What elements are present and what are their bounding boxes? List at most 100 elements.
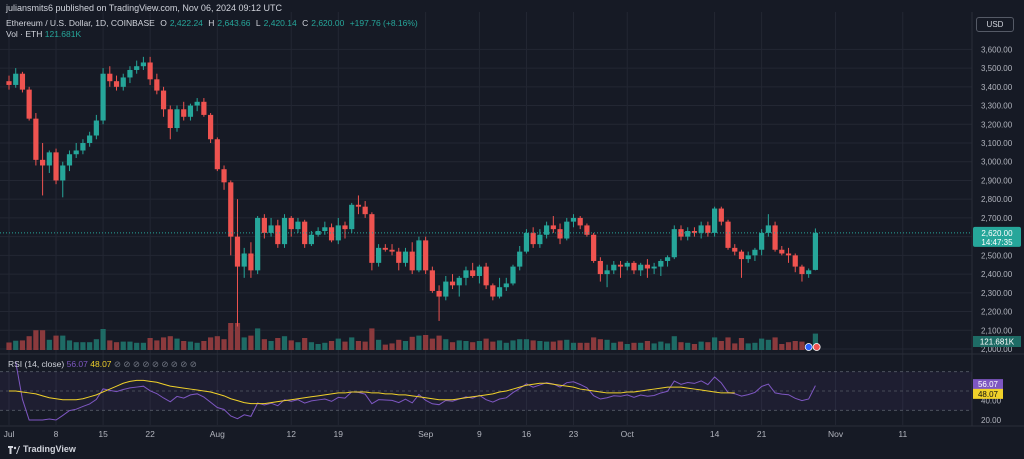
time-axis-tick: 19 (334, 429, 344, 439)
candle-body (342, 225, 348, 230)
candle (255, 216, 261, 275)
time-axis-tick: 11 (898, 429, 907, 439)
candle (785, 247, 792, 263)
volume-bar (93, 339, 99, 350)
candle (705, 221, 711, 237)
candle-body (140, 62, 146, 67)
price-axis-tick: 3,400.00 (981, 83, 1013, 92)
volume-bar (678, 342, 684, 350)
rsi-settings-icons[interactable]: ⊘ ⊘ ⊘ ⊘ ⊘ ⊘ ⊘ ⊘ ⊘ (113, 359, 197, 369)
ohlc-legend: Ethereum / U.S. Dollar, 1D, COINBASE O 2,… (6, 18, 421, 28)
candle-body (470, 270, 476, 276)
candle-body (73, 150, 79, 155)
high-value: 2,643.66 (217, 18, 251, 28)
candle-body (154, 79, 160, 91)
close-value: 2,620.00 (311, 18, 345, 28)
volume-bar (449, 342, 456, 350)
rsi-line (15, 361, 816, 421)
candle-body (570, 217, 577, 222)
publisher-line: juliansmits6 published on TradingView.co… (6, 3, 282, 13)
footer-brand-label: TradingView (23, 444, 76, 454)
volume-bar (691, 344, 698, 350)
volume-bar (369, 328, 375, 350)
candle-body (624, 262, 630, 267)
candle-body (268, 225, 274, 233)
candle-body (503, 283, 509, 288)
candle-body (107, 73, 113, 82)
volume-bar (470, 342, 476, 350)
candle (658, 259, 664, 276)
candle-body (53, 152, 59, 181)
candle-body (6, 81, 12, 85)
candle (564, 217, 570, 241)
volume-bar (376, 339, 382, 350)
candle-body (664, 257, 671, 261)
volume-bar (611, 342, 617, 350)
volume-bar (194, 342, 200, 350)
time-axis-tick: Sep (418, 429, 433, 439)
symbol-name[interactable]: Ethereum / U.S. Dollar, 1D, COINBASE (6, 18, 155, 28)
volume-bar (40, 330, 46, 350)
volume-bar (402, 341, 409, 350)
price-axis-tick: 2,500.00 (981, 251, 1013, 260)
candle-body (537, 234, 543, 245)
candle (604, 264, 610, 288)
candle (644, 259, 650, 278)
candle-body (429, 270, 435, 291)
rsi-value: 56.07 (66, 359, 88, 369)
volume-bar (100, 329, 106, 350)
candle (268, 217, 274, 237)
rsi-label[interactable]: RSI (14, close) (8, 359, 65, 369)
volume-bar (389, 343, 395, 350)
candle-body (288, 217, 294, 230)
volume-bar (127, 341, 133, 350)
candle (376, 244, 382, 267)
candle-body (456, 277, 462, 286)
candle-body (100, 73, 106, 121)
candle-body (812, 232, 818, 270)
candle (409, 242, 415, 275)
candle-body (658, 260, 664, 267)
currency-button[interactable]: USD (976, 17, 1014, 32)
candle-body (120, 77, 126, 87)
candle-body (26, 89, 32, 119)
candle (806, 268, 812, 278)
candle (423, 236, 429, 275)
candle (537, 229, 543, 248)
candle (342, 221, 348, 239)
candle (113, 75, 120, 91)
candle (591, 232, 597, 263)
candle-body (302, 221, 308, 245)
candle (66, 150, 73, 172)
candle (570, 214, 577, 228)
volume-bar (396, 339, 402, 350)
candle-body (40, 159, 46, 166)
volume-bar (201, 341, 207, 350)
candle-body (93, 120, 99, 136)
candle-body (463, 270, 469, 278)
volume-bar (664, 343, 671, 350)
candle-body (483, 266, 489, 286)
candle (671, 225, 677, 260)
time-axis-tick: 23 (569, 429, 579, 439)
candle (651, 262, 657, 275)
candle (725, 219, 731, 250)
footer-brand[interactable]: TradingView (8, 444, 76, 454)
candle-body (261, 217, 267, 233)
candle-body (127, 69, 133, 78)
candle (759, 229, 765, 256)
volume-bar (624, 344, 630, 350)
rsi-legend: RSI (14, close) 56.07 48.07 ⊘ ⊘ ⊘ ⊘ ⊘ ⊘ … (8, 359, 197, 370)
volume-bar (302, 338, 308, 350)
candle-body (295, 221, 301, 230)
candle-body (436, 290, 442, 297)
candle (19, 71, 26, 93)
candle (382, 244, 388, 252)
candle-body (685, 231, 691, 237)
volume-bar (46, 339, 52, 350)
price-axis-tick: 2,800.00 (981, 195, 1013, 204)
candle-body (382, 247, 388, 250)
candle-body (181, 109, 187, 117)
candle (449, 274, 456, 290)
